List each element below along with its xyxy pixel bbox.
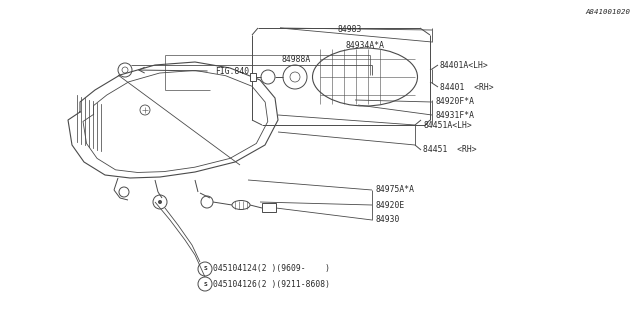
Text: S: S xyxy=(203,282,207,286)
Text: 84920F*A: 84920F*A xyxy=(435,98,474,107)
Text: 84920E: 84920E xyxy=(375,201,404,210)
Text: 84401A<LH>: 84401A<LH> xyxy=(440,60,489,69)
Text: 84401  <RH>: 84401 <RH> xyxy=(440,84,493,92)
Text: 84451  <RH>: 84451 <RH> xyxy=(423,146,477,155)
Text: 84983: 84983 xyxy=(338,26,362,35)
Text: 84934A*A: 84934A*A xyxy=(345,41,384,50)
Text: FIG.840: FIG.840 xyxy=(215,68,249,76)
Text: 045104124(2 )(9609-    ): 045104124(2 )(9609- ) xyxy=(213,265,330,274)
FancyBboxPatch shape xyxy=(262,203,276,212)
FancyBboxPatch shape xyxy=(250,73,256,81)
Text: 84988A: 84988A xyxy=(282,55,311,65)
Text: 84931F*A: 84931F*A xyxy=(435,111,474,121)
Circle shape xyxy=(158,200,162,204)
Text: 84930: 84930 xyxy=(375,215,399,225)
Text: 84975A*A: 84975A*A xyxy=(375,186,414,195)
Text: A841001020: A841001020 xyxy=(585,9,630,15)
Text: 84451A<LH>: 84451A<LH> xyxy=(423,121,472,130)
Text: S: S xyxy=(203,267,207,271)
Text: 045104126(2 )(9211-8608): 045104126(2 )(9211-8608) xyxy=(213,279,330,289)
